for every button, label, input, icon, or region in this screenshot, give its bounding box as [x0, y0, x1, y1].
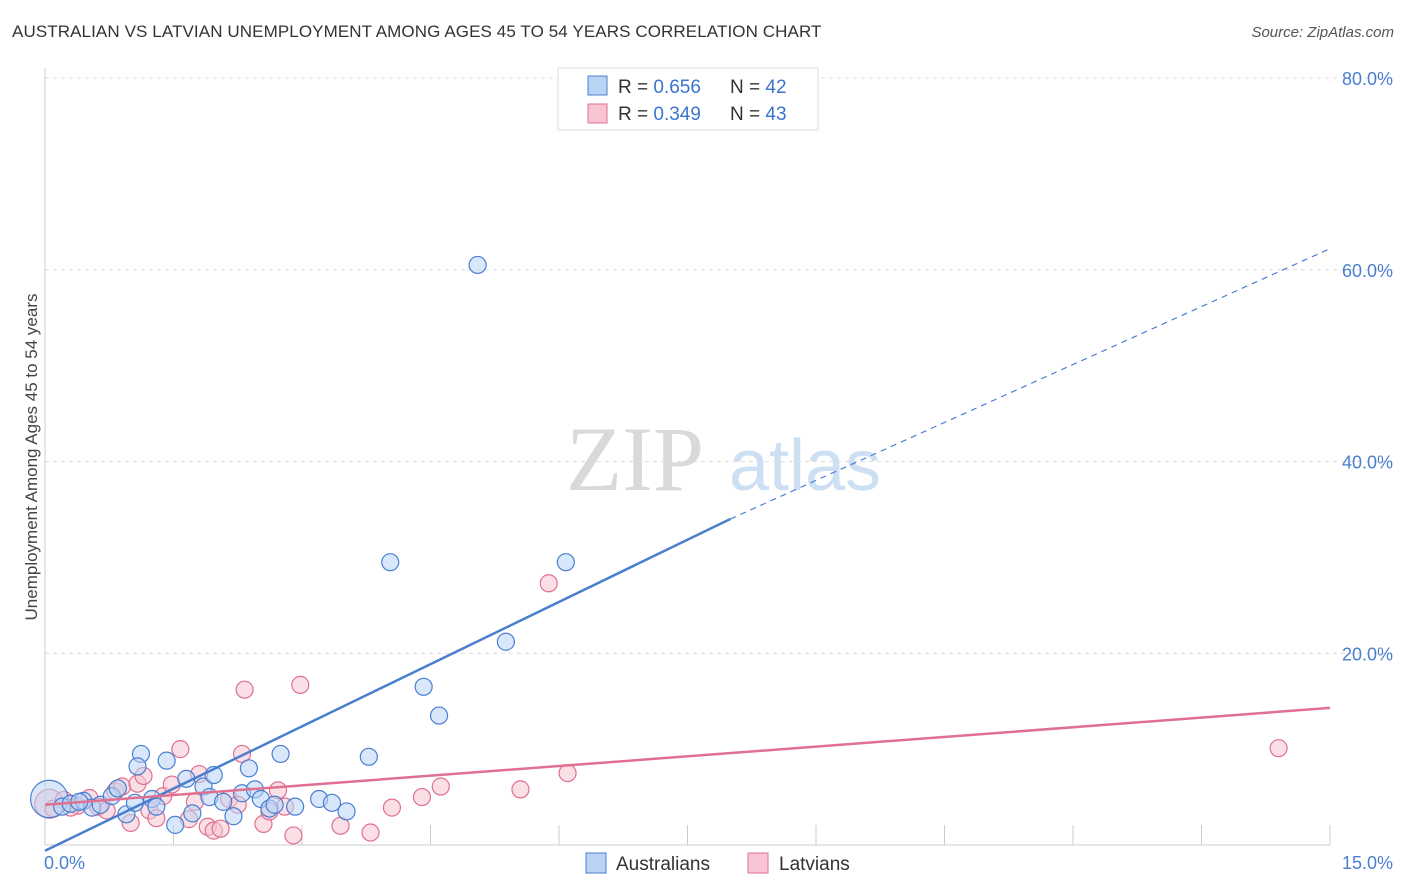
latvians-point-35 — [511, 780, 530, 799]
stats-legend: R = 0.656 N = 42 R = 0.349 N = 43 — [557, 67, 819, 131]
axes — [44, 68, 1331, 846]
australians-point-33 — [381, 553, 400, 572]
latvians-point-29 — [291, 675, 310, 694]
legend-r-value-latvians: 0.349 — [653, 104, 701, 125]
watermark-zip: ZIP — [566, 408, 704, 510]
latvians-point-38 — [1269, 739, 1288, 758]
australians-point-7 — [108, 779, 127, 798]
y-tick-label-3: 80.0% — [1342, 69, 1393, 89]
bottom-swatch-latvians — [747, 852, 769, 874]
australians-point-20 — [214, 792, 233, 811]
australians-point-31 — [337, 802, 356, 821]
watermark-atlas: atlas — [729, 426, 881, 506]
x-tick-label-1: 15.0% — [1342, 853, 1393, 873]
series-legend: Australians Latvians — [585, 852, 850, 875]
y-tick-label-2: 60.0% — [1342, 261, 1393, 281]
bottom-swatch-australians — [585, 852, 607, 874]
australians-points — [29, 255, 575, 834]
y-tick-label-0: 20.0% — [1342, 644, 1393, 664]
australians-point-16 — [183, 804, 202, 823]
latvians-point-20 — [211, 819, 230, 838]
australians-point-35 — [429, 706, 449, 725]
latvians-point-31 — [361, 823, 380, 842]
australians-point-39 — [265, 795, 284, 814]
x-tick-label-0: 0.0% — [44, 853, 85, 873]
latvians-point-15 — [171, 740, 190, 759]
australians-point-14 — [166, 815, 185, 834]
australians-point-27 — [271, 744, 290, 764]
legend-n-label-latvians: N = — [730, 104, 765, 125]
source-label: Source: ZipAtlas.com — [1251, 24, 1394, 41]
latvians-point-36 — [539, 574, 558, 593]
australians-point-34 — [414, 677, 433, 696]
australians-point-32 — [359, 747, 378, 766]
australians-point-28 — [286, 797, 305, 816]
grid-lines — [45, 77, 1392, 654]
australians-point-38 — [556, 553, 575, 572]
legend-n-value-australians: 42 — [765, 77, 786, 98]
latvians-point-24 — [235, 680, 254, 699]
latvians-point-32 — [382, 798, 402, 817]
australians-point-13 — [157, 751, 176, 770]
latvians-point-37 — [558, 763, 577, 783]
australians-point-36 — [468, 255, 487, 275]
australians-point-11 — [128, 757, 147, 776]
chart-title: AUSTRALIAN VS LATVIAN UNEMPLOYMENT AMONG… — [12, 22, 822, 41]
y-axis-label: Unemployment Among Ages 45 to 54 years — [22, 294, 41, 621]
bottom-label-latvians: Latvians — [779, 854, 850, 875]
trend-lines — [44, 248, 1331, 852]
svg-text:N = 43: N = 43 — [730, 104, 787, 125]
legend-swatch-australians — [587, 75, 608, 96]
latvians-point-33 — [412, 787, 432, 807]
x-tick-labels: 0.0% 15.0% — [44, 853, 1393, 873]
latvians-point-34 — [431, 777, 450, 796]
legend-r-label-latvians: R = — [618, 104, 653, 125]
australians-point-23 — [239, 759, 258, 778]
latvians-trend-line — [44, 706, 1331, 806]
legend-swatch-latvians — [587, 103, 608, 124]
svg-text:N = 42: N = 42 — [730, 77, 787, 98]
svg-text:R = 0.656: R = 0.656 — [618, 77, 701, 98]
bottom-label-australians: Australians — [616, 854, 710, 875]
legend-n-value-latvians: 43 — [765, 104, 786, 125]
australians-point-21 — [224, 807, 243, 826]
legend-r-value-australians: 0.656 — [653, 77, 701, 98]
svg-text:R = 0.349: R = 0.349 — [618, 104, 701, 125]
australians-point-37 — [496, 632, 515, 651]
latvians-point-28 — [284, 826, 303, 845]
legend-n-label-australians: N = — [730, 77, 765, 98]
legend-r-label-australians: R = — [618, 77, 653, 98]
australians-point-30 — [322, 793, 342, 812]
y-tick-labels: 20.0% 40.0% 60.0% 80.0% — [1342, 69, 1393, 664]
y-tick-label-1: 40.0% — [1342, 453, 1393, 473]
